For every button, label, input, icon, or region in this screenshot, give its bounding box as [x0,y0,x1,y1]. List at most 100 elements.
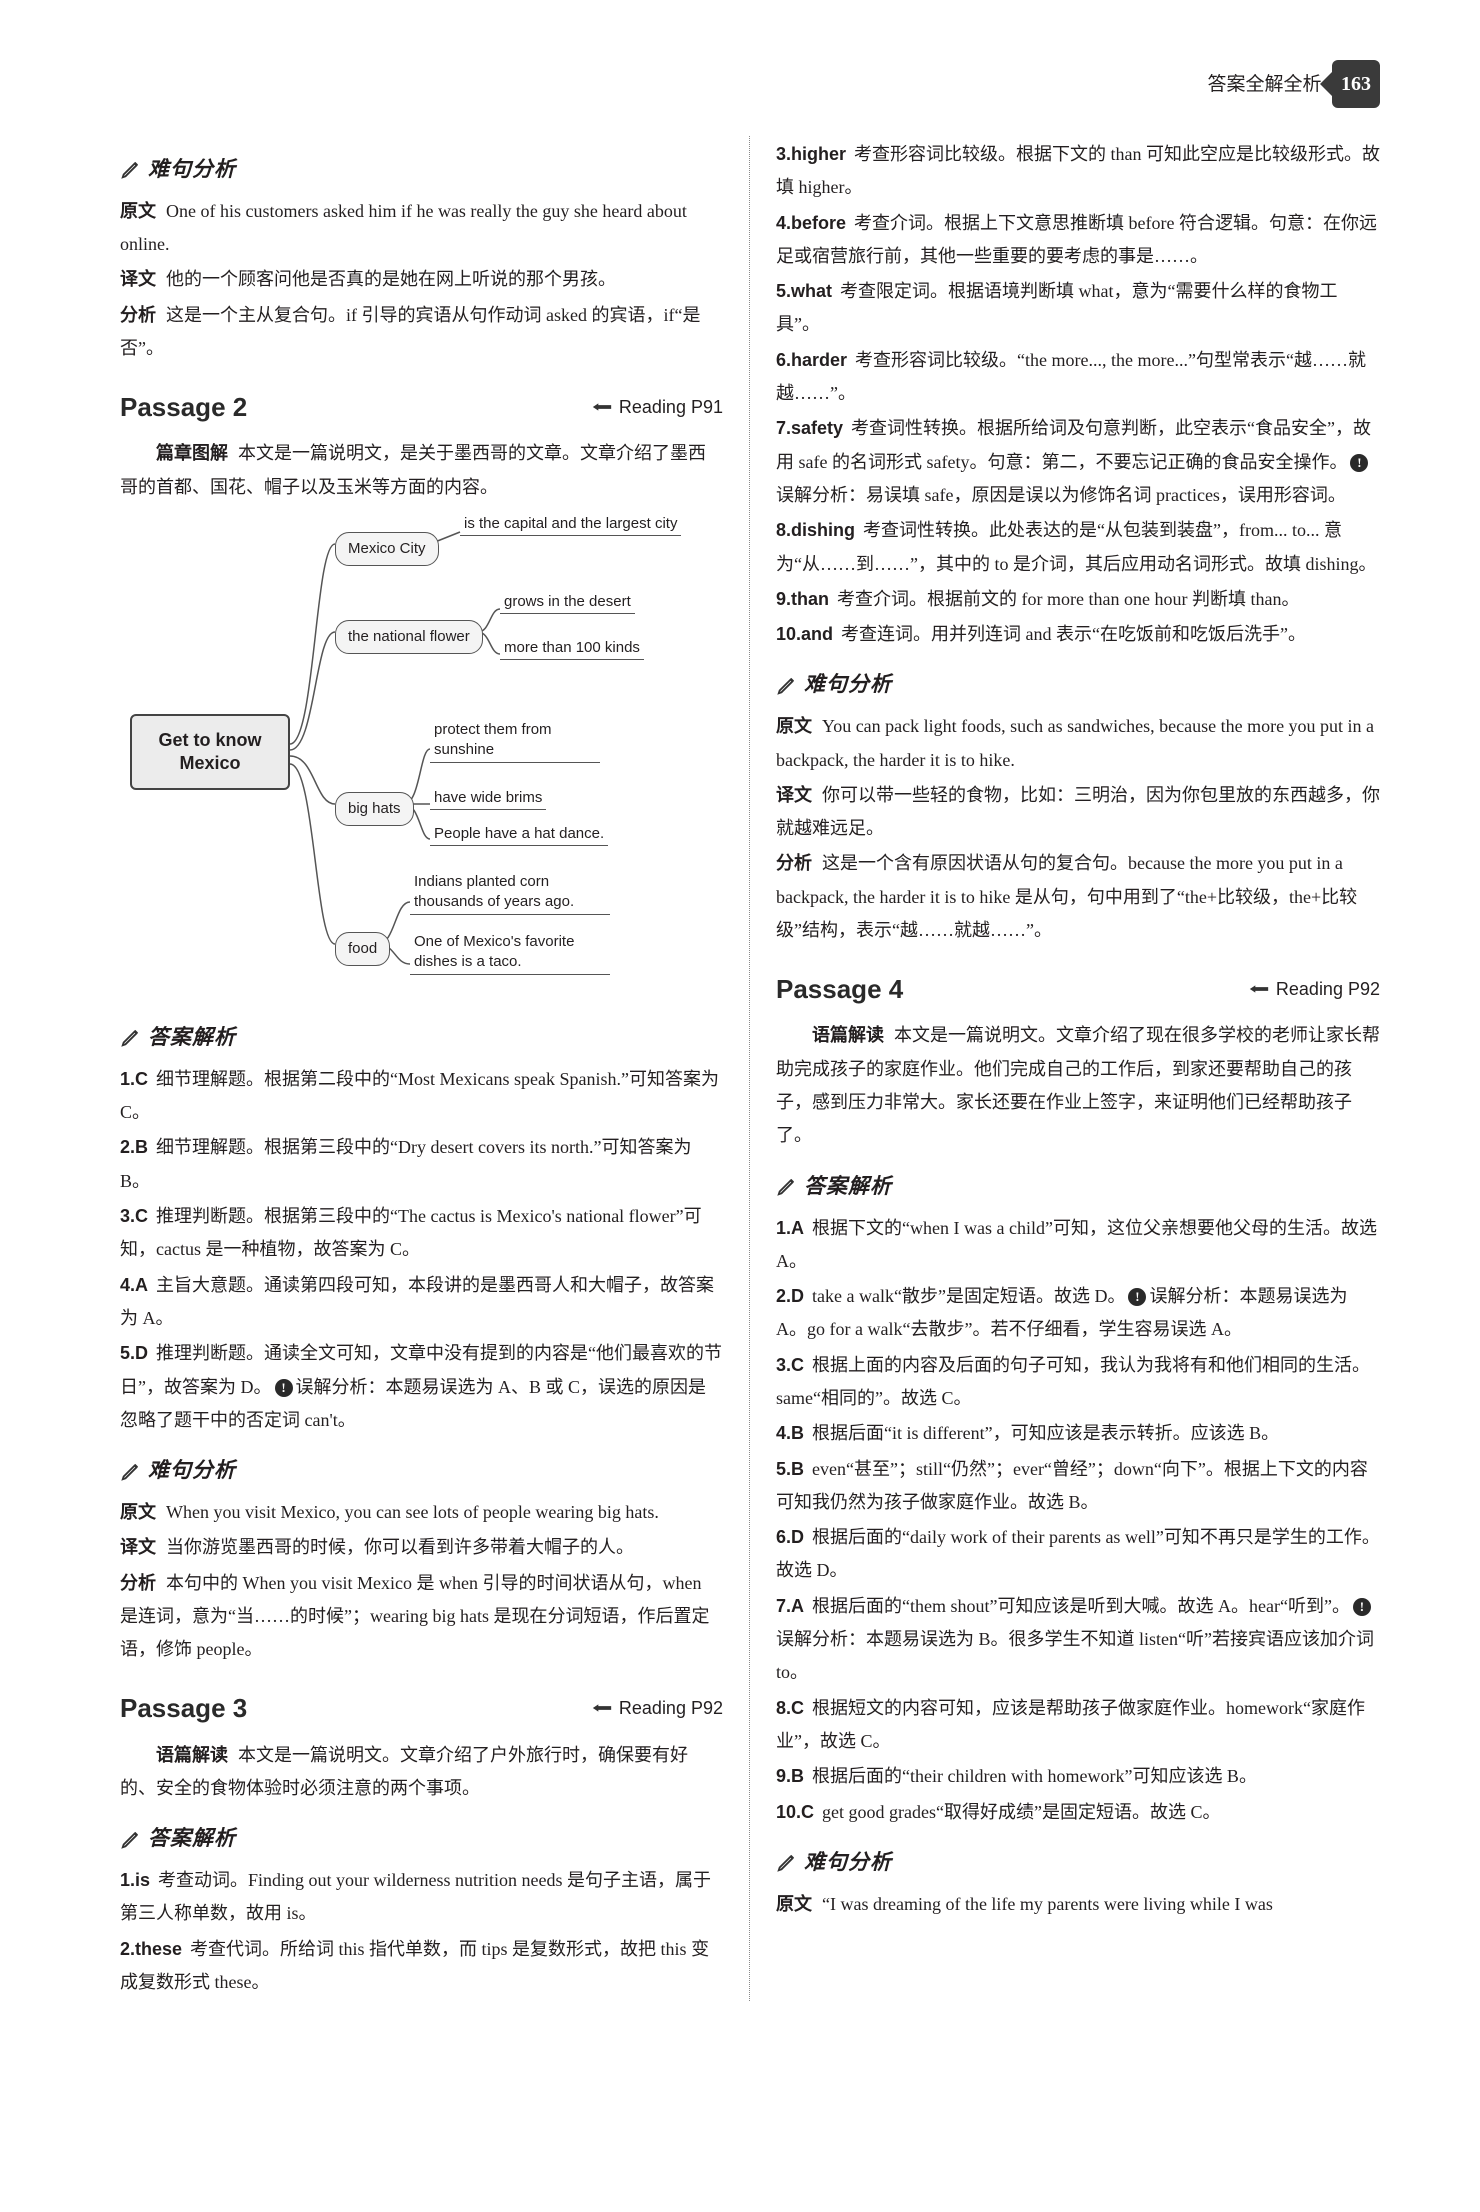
yiwen-label: 译文 [120,269,156,289]
ans-item: 4.before考查介词。根据上下文意思推断填 before 符合逻辑。句意：在… [776,207,1380,274]
mindmap: Get to know Mexico Mexico City is the ca… [130,514,723,1004]
mm-leaf-l42: One of Mexico's favorite dishes is a tac… [410,932,610,975]
section-title: 难句分析 [148,150,236,189]
reading-ref-text: Reading P91 [619,391,723,424]
ans-key: 3.higher [776,144,846,164]
ans-key: 10.and [776,624,833,644]
section-head-nanju2: 难句分析 [120,1451,723,1490]
passage2-intro: 篇章图解本文是一篇说明文，是关于墨西哥的文章。文章介绍了墨西哥的首都、国花、帽子… [120,437,723,504]
ans-item: 8.dishing考查词性转换。此处表达的是“从包装到装盘”，from... t… [776,514,1380,581]
ans-key: 4.B [776,1423,804,1443]
ans-key: 7.A [776,1596,804,1616]
pencil-icon [120,1460,142,1482]
mm-leaf-l33: People have a hat dance. [430,824,608,846]
pencil-icon [776,1175,798,1197]
err-text: 误解分析：易误填 safe，原因是误以为修饰名词 practices，误用形容词… [776,485,1346,505]
passage3-intro: 语篇解读本文是一篇说明文。文章介绍了户外旅行时，确保要有好的、安全的食物体验时必… [120,1739,723,1806]
ans-item: 10.Cget good grades“取得好成绩”是固定短语。故选 C。 [776,1796,1380,1829]
fenxi-label: 分析 [120,1573,156,1593]
ans-key: 8.C [776,1698,804,1718]
mm-node-food: food [335,932,390,966]
mm-leaf-l21: grows in the desert [500,592,635,614]
ans-text: 根据后面的“daily work of their parents as wel… [776,1527,1380,1580]
ans-item: 2.B细节理解题。根据第三段中的“Dry desert covers its n… [120,1131,723,1198]
yuanwen-text: When you visit Mexico, you can see lots … [166,1502,659,1522]
ans-item: 4.A主旨大意题。通读第四段可知，本段讲的是墨西哥人和大帽子，故答案为 A。 [120,1269,723,1336]
section-title: 难句分析 [804,665,892,704]
fenxi: 分析这是一个含有原因状语从句的复合句。because the more you … [776,847,1380,947]
info-icon: ! [1350,454,1368,472]
info-icon: ! [1353,1598,1371,1616]
ans-text: 根据下文的“when I was a child”可知，这位父亲想要他父母的生活… [776,1218,1377,1271]
pencil-icon [776,1851,798,1873]
right-column: 3.higher考查形容词比较级。根据下文的 than 可知此空应是比较级形式。… [750,136,1380,2001]
yiwen-text: 你可以带一些轻的食物，比如：三明治，因为你包里放的东西越多，你就越难远足。 [776,785,1380,838]
mm-leaf-l31: protect them from sunshine [430,720,600,763]
passage3-title: Passage 3 [120,1684,247,1732]
page-header: 答案全解全析 163 [120,60,1380,108]
ans-item: 3.higher考查形容词比较级。根据下文的 than 可知此空应是比较级形式。… [776,138,1380,205]
section-head-daan3: 答案解析 [120,1819,723,1858]
ans-key: 5.D [120,1343,148,1363]
section-title: 答案解析 [148,1819,236,1858]
ans-item: 6.harder考查形容词比较级。“the more..., the more.… [776,344,1380,411]
mm-node-flower: the national flower [335,620,483,654]
yuanwen-label: 原文 [120,201,156,221]
mm-leaf-l11: is the capital and the largest city [460,514,681,536]
ans-text: take a walk“散步”是固定短语。故选 D。 [812,1286,1125,1306]
section-title: 难句分析 [804,1843,892,1882]
section-head-nanju3: 难句分析 [776,665,1380,704]
yiwen-label: 译文 [776,785,812,805]
ans-item: 4.B 根据后面“it is different”，可知应该是表示转折。应该选 B… [776,1417,1380,1450]
ans-key: 6.harder [776,350,847,370]
ans-text: 考查连词。用并列连词 and 表示“在吃饭前和吃饭后洗手”。 [841,624,1306,644]
ans-text: 细节理解题。根据第三段中的“Dry desert covers its nort… [120,1137,691,1190]
ans-key: 7.safety [776,418,843,438]
yuanwen-label: 原文 [120,1502,156,1522]
ans-item: 7.safety考查词性转换。根据所给词及句意判断，此空表示“食品安全”，故用 … [776,412,1380,512]
ans-key: 2.these [120,1939,182,1959]
yuanwen-label: 原文 [776,716,812,736]
yuanwen: 原文You can pack light foods, such as sand… [776,710,1380,777]
page-number-badge: 163 [1332,60,1380,108]
reading-ref-p3: Reading P92 [591,1692,723,1725]
ans-text: 考查词性转换。此处表达的是“从包装到装盘”，from... to... 意为“从… [776,520,1376,573]
ans-key: 9.than [776,589,829,609]
yiwen: 译文他的一个顾客问他是否真的是她在网上听说的那个男孩。 [120,263,723,296]
reading-ref-p4: Reading P92 [1248,973,1380,1006]
fenxi-label: 分析 [120,305,156,325]
ans-item: 1.is考查动词。Finding out your wilderness nut… [120,1864,723,1931]
ans-text: 考查形容词比较级。根据下文的 than 可知此空应是比较级形式。故填 highe… [776,144,1380,197]
err-text: 误解分析：本题易误选为 B。很多学生不知道 listen“听”若接宾语应该加介词… [776,1629,1374,1682]
fenxi-text: 这是一个主从复合句。if 引导的宾语从句作动词 asked 的宾语，if“是否”… [120,305,700,358]
ans-item: 5.Beven“甚至”；still“仍然”；ever“曾经”；down“向下”。… [776,1453,1380,1520]
reading-ref-text: Reading P92 [619,1692,723,1725]
ans-text: 主旨大意题。通读第四段可知，本段讲的是墨西哥人和大帽子，故答案为 A。 [120,1275,714,1328]
yiwen-text: 他的一个顾客问他是否真的是她在网上听说的那个男孩。 [166,269,616,289]
pencil-icon [776,674,798,696]
ans-text: 考查形容词比较级。“the more..., the more...”句型常表示… [776,350,1366,403]
ans-key: 4.A [120,1275,148,1295]
yuanwen: 原文 When you visit Mexico, you can see lot… [120,1496,723,1529]
section-head-nanju1: 难句分析 [120,150,723,189]
ans-item: 7.A根据后面的“them shout”可知应该是听到大喊。故选 A。hear“… [776,1590,1380,1690]
ans-item: 2.these考查代词。所给词 this 指代单数，而 tips 是复数形式，故… [120,1933,723,2000]
yiwen: 译文当你游览墨西哥的时候，你可以看到许多带着大帽子的人。 [120,1531,723,1564]
mm-leaf-l32: have wide brims [430,788,546,810]
ans-text: 考查词性转换。根据所给词及句意判断，此空表示“食品安全”，故用 safe 的名词… [776,418,1371,471]
ans-item: 1.C细节理解题。根据第二段中的“Most Mexicans speak Spa… [120,1063,723,1130]
yuanwen-text: You can pack light foods, such as sandwi… [776,716,1374,769]
pencil-icon [120,1828,142,1850]
yiwen-label: 译文 [120,1537,156,1557]
ans-item: 9.than考查介词。根据前文的 for more than one hour … [776,583,1380,616]
ans-text: 考查动词。Finding out your wilderness nutriti… [120,1870,711,1923]
passage4-title: Passage 4 [776,965,903,1013]
info-icon: ! [1128,1288,1146,1306]
info-icon: ! [275,1379,293,1397]
ans-key: 4.before [776,213,846,233]
passage3-row: Passage 3 Reading P92 [120,1684,723,1732]
ans-text: even“甚至”；still“仍然”；ever“曾经”；down“向下”。根据上… [776,1459,1368,1512]
ans-text: 根据短文的内容可知，应该是帮助孩子做家庭作业。homework“家庭作业”，故选… [776,1698,1365,1751]
intro-label: 篇章图解 [156,443,228,463]
ans-text: 根据后面“it is different”，可知应该是表示转折。应该选 B。 [812,1423,1279,1443]
